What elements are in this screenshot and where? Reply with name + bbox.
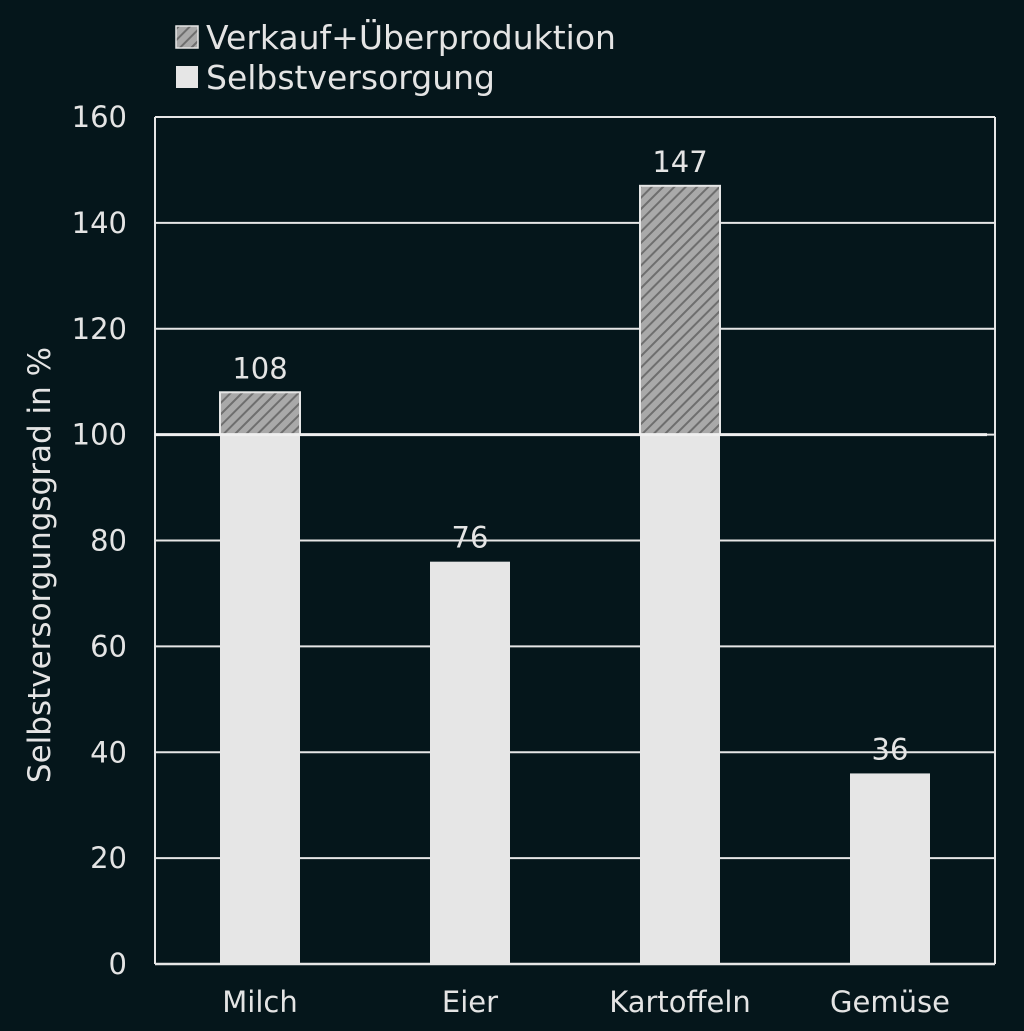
y-tick-label: 0 bbox=[109, 947, 127, 981]
legend-item-overproduction: Verkauf+Überproduktion bbox=[175, 17, 616, 57]
y-tick-label: 80 bbox=[90, 524, 127, 558]
y-tick-label: 20 bbox=[90, 841, 127, 875]
y-tick-label: 100 bbox=[72, 418, 127, 452]
bar-value-label: 108 bbox=[232, 351, 287, 385]
x-category-label: Milch bbox=[222, 985, 297, 1019]
bars bbox=[219, 184, 930, 964]
bar-value-label: 76 bbox=[452, 521, 489, 555]
y-tick-label: 120 bbox=[72, 312, 127, 346]
y-axis-ticks: 0 20 40 60 80 100 120 140 160 bbox=[72, 100, 127, 981]
x-axis-labels: Milch Eier Kartoffeln Gemüse bbox=[222, 985, 950, 1019]
bar-selfsupply bbox=[850, 773, 930, 964]
legend-item-selfsupply: Selbstversorgung bbox=[176, 58, 495, 97]
y-tick-label: 140 bbox=[72, 206, 127, 240]
bar-value-label: 147 bbox=[652, 145, 707, 179]
legend-swatch-overproduction bbox=[175, 25, 199, 49]
x-category-label: Gemüse bbox=[830, 985, 950, 1019]
y-tick-label: 160 bbox=[72, 100, 127, 134]
bar-overproduction bbox=[219, 391, 301, 436]
bar-selfsupply bbox=[640, 434, 720, 964]
legend-label-overproduction: Verkauf+Überproduktion bbox=[206, 17, 616, 57]
x-category-label: Eier bbox=[442, 985, 498, 1019]
legend-swatch-selfsupply bbox=[176, 66, 198, 88]
y-axis-title: Selbstversorgungsgrad in % bbox=[22, 347, 58, 783]
plot-frame bbox=[154, 117, 996, 966]
y-tick-label: 40 bbox=[90, 735, 127, 769]
bar-selfsupply bbox=[220, 434, 300, 964]
bar-selfsupply bbox=[430, 561, 510, 964]
y-tick-label: 60 bbox=[90, 629, 127, 663]
legend-label-selfsupply: Selbstversorgung bbox=[206, 58, 495, 97]
bar-value-label: 36 bbox=[872, 732, 909, 766]
data-labels: 108 76 147 36 bbox=[232, 145, 908, 767]
x-category-label: Kartoffeln bbox=[609, 985, 751, 1019]
bar-overproduction bbox=[639, 184, 721, 436]
legend: Verkauf+Überproduktion Selbstversorgung bbox=[175, 17, 616, 97]
